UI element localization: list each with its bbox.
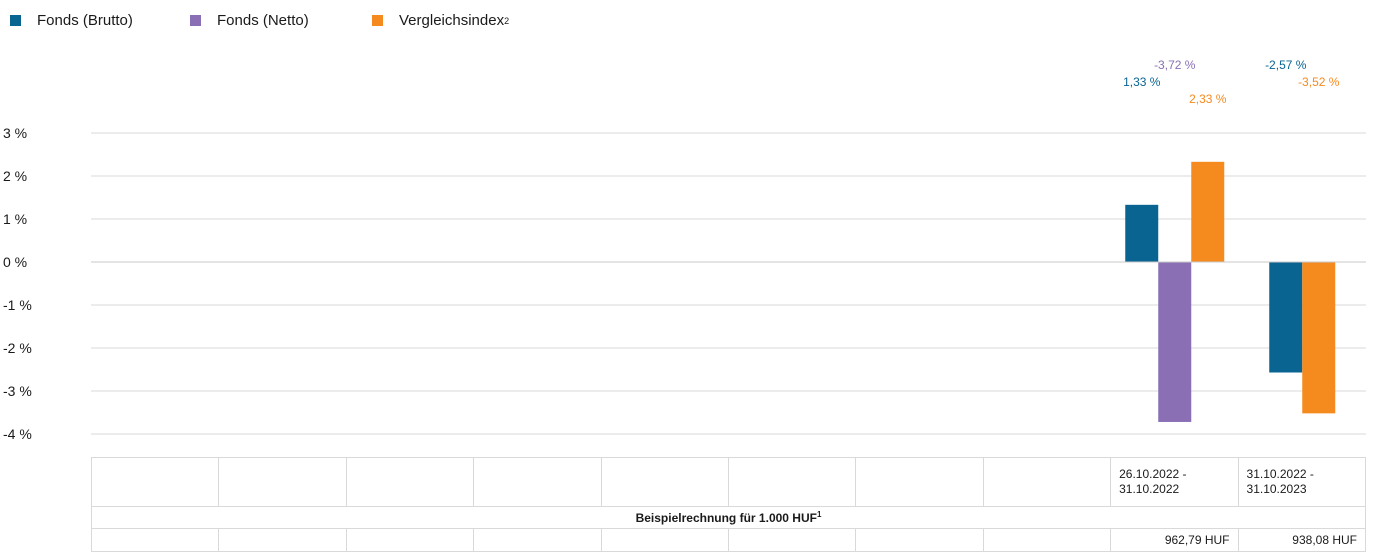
example-value-cell [473, 528, 602, 552]
y-tick-label: 2 % [3, 168, 27, 184]
example-title-footnote-mark: 1 [816, 510, 822, 519]
bar-chart: 3 % 2 % 1 % 0 % -1 % -2 % -3 % -4 % -3,72 % 1,33 … [3, 58, 1366, 442]
period-cell [727, 457, 857, 507]
y-tick-label: -4 % [3, 426, 32, 442]
data-label: 2,33 % [1189, 92, 1227, 106]
period-cell: 26.10.2022 -31.10.2022 [1110, 457, 1239, 507]
legend-swatch-fonds-brutto [10, 15, 21, 26]
example-title-row: Beispielrechnung für 1.000 HUF1 [91, 506, 1366, 529]
legend-footnote-mark: 2 [504, 15, 510, 26]
period-cell [982, 457, 1112, 507]
period-table: 26.10.2022 -31.10.2022 31.10.2022 -31.10.… [90, 457, 1367, 552]
example-value-cell [600, 528, 729, 552]
y-tick-label: -1 % [3, 297, 32, 313]
bar [1158, 262, 1192, 422]
bar [1191, 161, 1225, 262]
legend-item-fonds-brutto[interactable]: Fonds (Brutto) [10, 12, 133, 29]
y-tick-label: -3 % [3, 383, 32, 399]
example-values-row: 962,79 HUF 938,08 HUF [90, 528, 1367, 552]
bar [1269, 262, 1303, 373]
period-cell [473, 457, 602, 507]
example-value-cell [345, 528, 475, 552]
bar [1302, 262, 1336, 414]
data-label: -2,57 % [1265, 58, 1307, 72]
bar [1125, 204, 1159, 262]
example-value-cell [218, 528, 347, 552]
period-cell [345, 457, 475, 507]
legend-item-vergleichsindex[interactable]: Vergleichsindex 2 [372, 12, 509, 29]
legend-label-fonds-netto: Fonds (Netto) [217, 12, 309, 29]
period-cell [218, 457, 347, 507]
y-tick-label: 0 % [3, 254, 27, 270]
data-label: -3,72 % [1154, 58, 1196, 72]
legend-label-fonds-brutto: Fonds (Brutto) [37, 12, 133, 29]
period-cell [600, 457, 729, 507]
example-value-cell: 962,79 HUF [1110, 528, 1239, 552]
legend-swatch-vergleichsindex [372, 15, 383, 26]
data-label: -3,52 % [1298, 75, 1340, 89]
example-title-cell: Beispielrechnung für 1.000 HUF1 [91, 506, 1366, 529]
y-tick-label: 3 % [3, 125, 27, 141]
period-cell [855, 457, 984, 507]
example-value-cell [727, 528, 857, 552]
period-row: 26.10.2022 -31.10.2022 31.10.2022 -31.10.… [90, 457, 1367, 507]
y-tick-label: -2 % [3, 340, 32, 356]
period-cell: 31.10.2022 -31.10.2023 [1237, 457, 1367, 507]
period-cell [90, 457, 220, 507]
example-value-cell: 938,08 HUF [1237, 528, 1367, 552]
data-label: 1,33 % [1123, 75, 1161, 89]
example-value-cell [982, 528, 1112, 552]
y-tick-label: 1 % [3, 211, 27, 227]
example-value-cell [855, 528, 984, 552]
legend-swatch-fonds-netto [190, 15, 201, 26]
example-title: Beispielrechnung für 1.000 HUF [635, 511, 817, 525]
legend-label-vergleichsindex: Vergleichsindex [399, 12, 505, 29]
legend-item-fonds-netto[interactable]: Fonds (Netto) [190, 12, 309, 29]
example-value-cell [90, 528, 220, 552]
